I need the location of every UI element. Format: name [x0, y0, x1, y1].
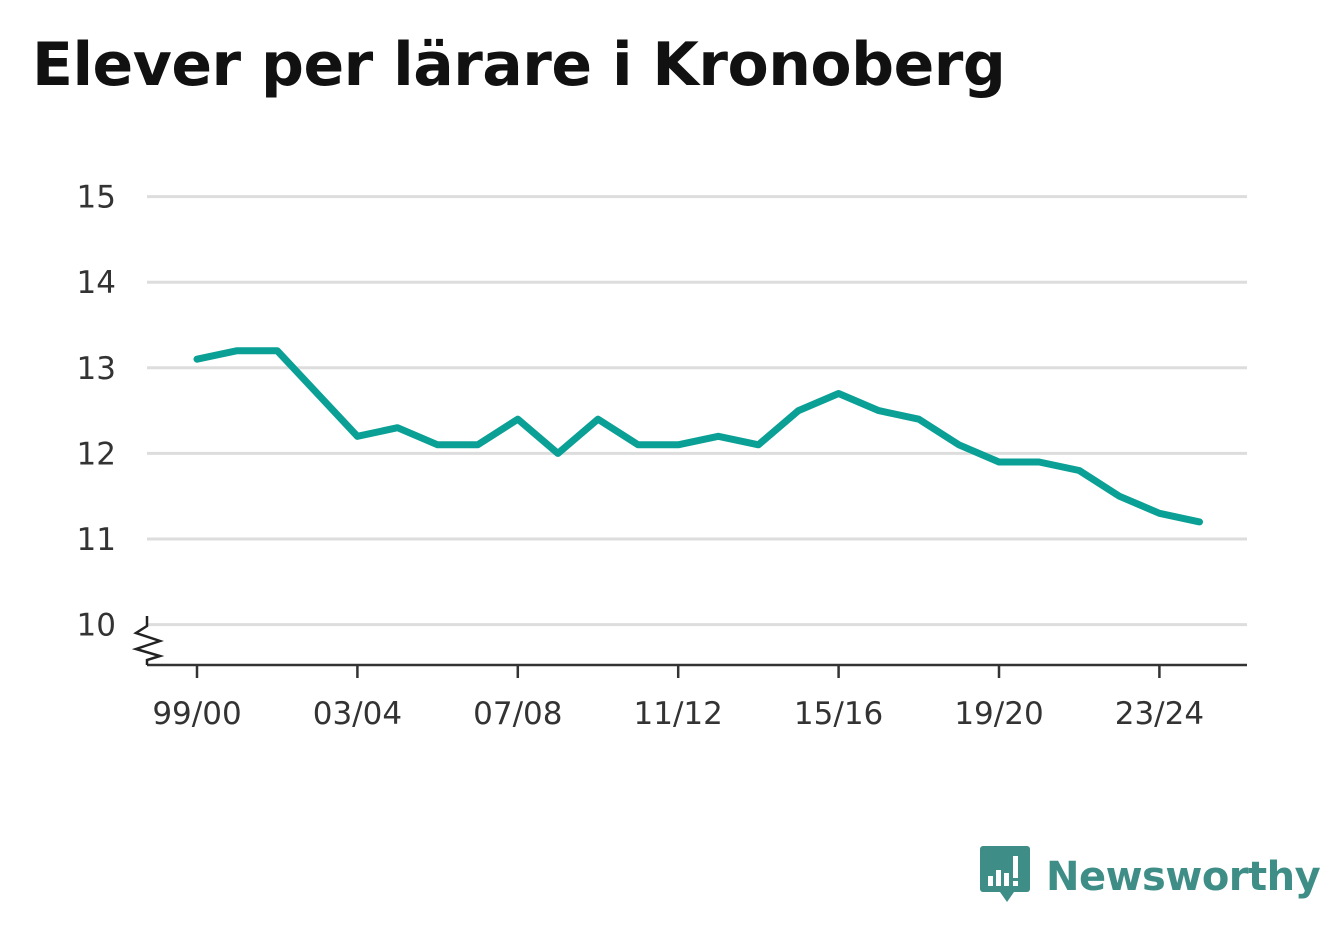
x-axis-labels: 99/00 03/04 07/08 11/12 15/16 19/20 23/24: [152, 696, 1204, 732]
brand: Newsworthy: [980, 846, 1321, 908]
data-point: [715, 433, 722, 440]
data-point: [474, 441, 481, 448]
brand-name: Newsworthy: [1046, 854, 1321, 900]
data-point: [314, 390, 321, 397]
x-tick-label: 07/08: [473, 696, 562, 732]
y-axis-labels: 10 11 12 13 14 15: [77, 180, 116, 644]
y-tick-label: 12: [77, 436, 116, 472]
data-point: [274, 347, 281, 354]
y-tick-label: 15: [77, 180, 116, 216]
data-point: [835, 390, 842, 397]
y-tick-label: 14: [77, 265, 116, 301]
x-tick-label: 03/04: [313, 696, 402, 732]
data-point: [795, 407, 802, 414]
x-tick-label: 99/00: [152, 696, 241, 732]
newsworthy-logo-icon: [980, 846, 1030, 902]
data-point: [354, 433, 361, 440]
data-point: [434, 441, 441, 448]
data-point: [234, 347, 241, 354]
x-axis: [131, 616, 1247, 678]
data-point: [194, 356, 201, 363]
data-point: [996, 458, 1003, 465]
y-tick-label: 11: [77, 522, 116, 558]
y-tick-label: 10: [77, 608, 116, 644]
chart-title: Elever per lärare i Kronoberg: [32, 30, 1006, 100]
x-tick-label: 23/24: [1115, 696, 1204, 732]
data-point: [1156, 510, 1163, 517]
x-tick-label: 11/12: [634, 696, 723, 732]
data-point: [755, 441, 762, 448]
y-tick-label: 13: [77, 351, 116, 387]
series-line-0: [193, 347, 1203, 526]
data-point: [915, 416, 922, 423]
data-point: [1076, 467, 1083, 474]
data-point: [1196, 518, 1203, 525]
x-tick-label: 19/20: [954, 696, 1043, 732]
axis-break-mark: [131, 616, 165, 665]
gridlines: [147, 195, 1247, 627]
data-point: [955, 441, 962, 448]
data-point: [1036, 458, 1043, 465]
data-point: [514, 416, 521, 423]
data-point: [675, 441, 682, 448]
data-point: [554, 450, 561, 457]
data-point: [1116, 493, 1123, 500]
x-tick-label: 15/16: [794, 696, 883, 732]
data-point: [595, 416, 602, 423]
series-layer: [193, 347, 1203, 526]
data-point: [394, 424, 401, 431]
data-point: [635, 441, 642, 448]
data-point: [875, 407, 882, 414]
